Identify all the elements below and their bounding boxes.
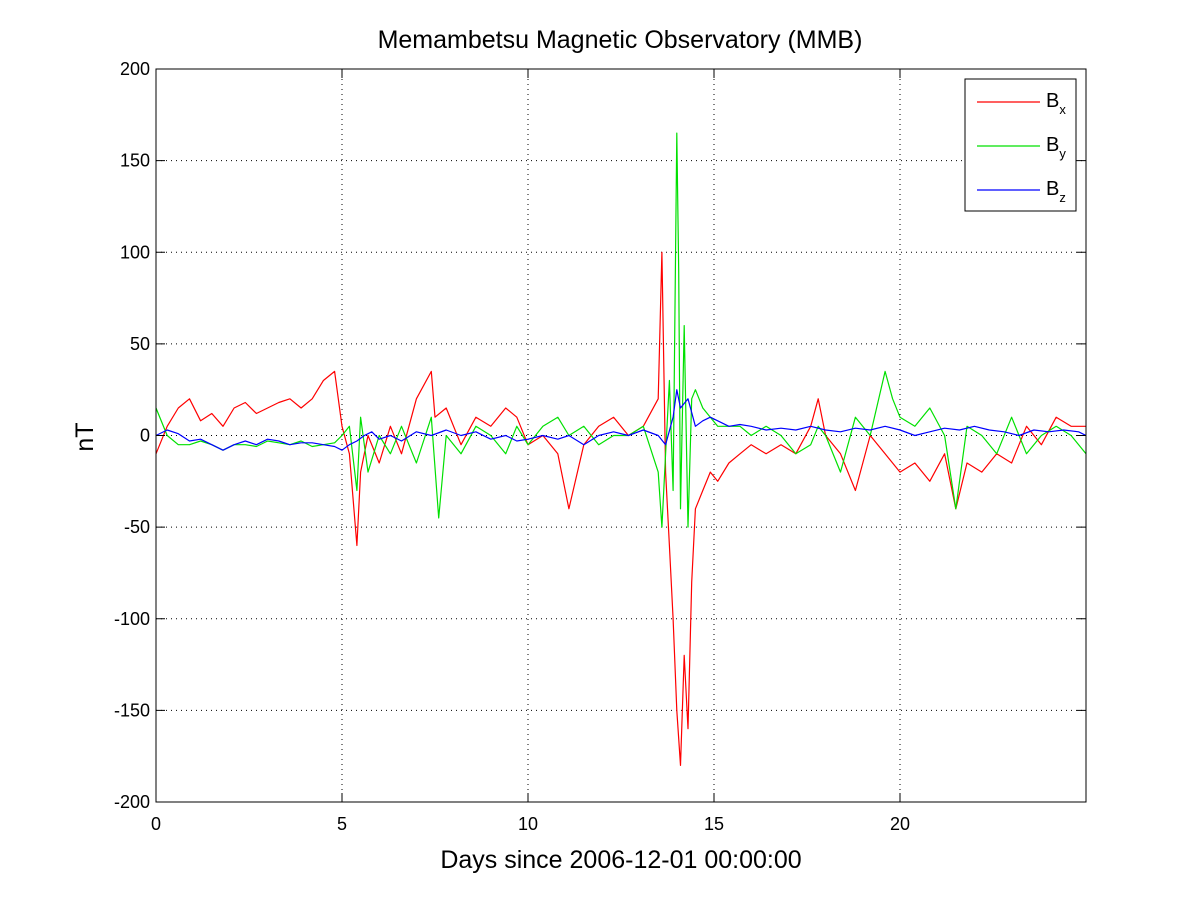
grid-lines: [156, 69, 1086, 802]
y-tick-label-0: -200: [114, 792, 150, 812]
legend-box: [964, 78, 1077, 212]
axis-ticks: 0 5 10 15 20 -200 -150 -100 -50 0 50 100 150 200: [114, 59, 1086, 834]
y-tick-label-4: 0: [140, 426, 150, 446]
y-axis-title: nT: [71, 422, 99, 451]
x-tick-label-3: 15: [704, 814, 724, 834]
x-axis-title: Days since 2006-12-01 00:00:00: [440, 846, 801, 874]
series-line-bz: [155, 389, 1087, 451]
legend-subscript-y: y: [1059, 146, 1066, 161]
y-tick-label-1: -150: [114, 700, 150, 720]
series-layer: [155, 132, 1087, 767]
y-tick-label-5: 50: [130, 334, 150, 354]
y-tick-label-7: 150: [120, 151, 150, 171]
legend-subscript-x: x: [1059, 102, 1066, 117]
chart-title: Memambetsu Magnetic Observatory (MMB): [378, 26, 863, 54]
legend-subscript-z: z: [1059, 190, 1066, 205]
x-tick-label-1: 5: [337, 814, 347, 834]
x-tick-label-0: 0: [151, 814, 161, 834]
y-tick-label-6: 100: [120, 242, 150, 262]
series-line-by: [155, 132, 1087, 528]
y-tick-label-2: -100: [114, 609, 150, 629]
x-tick-label-4: 20: [890, 814, 910, 834]
x-tick-label-2: 10: [518, 814, 538, 834]
y-tick-label-8: 200: [120, 59, 150, 79]
y-tick-label-3: -50: [124, 517, 150, 537]
